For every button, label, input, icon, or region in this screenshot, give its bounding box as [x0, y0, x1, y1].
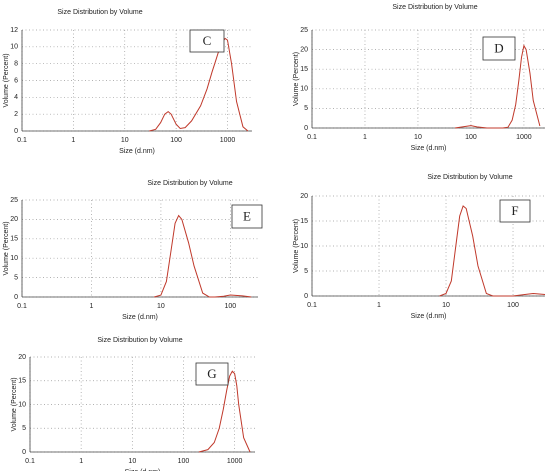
x-tick-label: 1 [363, 134, 367, 141]
y-tick-label: 15 [300, 218, 308, 225]
x-tick-label: 100 [507, 302, 519, 309]
distribution-line [439, 205, 546, 297]
x-tick-label: 10 [128, 458, 136, 465]
y-tick-label: 5 [22, 425, 26, 432]
y-tick-label: 0 [22, 449, 26, 456]
y-tick-label: 15 [10, 236, 18, 243]
y-tick-label: 20 [10, 216, 18, 223]
x-axis-label: Size (d.nm) [411, 145, 447, 152]
x-tick-label: 100 [178, 458, 190, 465]
panel-label: G [207, 366, 216, 381]
label-box [195, 362, 229, 386]
distribution-line [454, 44, 541, 129]
x-tick-label: 0.1 [307, 302, 317, 309]
panel-label: E [243, 208, 251, 223]
x-tick-label: 100 [465, 134, 477, 141]
panel-label: F [511, 203, 518, 218]
x-tick-label: 10 [157, 303, 165, 310]
x-tick-label: 1 [90, 303, 94, 310]
panel-label: C [203, 33, 212, 48]
y-tick-label: 5 [304, 105, 308, 112]
y-tick-label: 20 [300, 193, 308, 200]
x-tick-label: 1 [79, 458, 83, 465]
y-axis-label: Volume (Percent) [11, 377, 18, 431]
y-axis-label: Volume (Percent) [293, 219, 300, 273]
panel: Size Distribution by Volume 0 5 10 15 20 0.1 1 1… [293, 174, 546, 320]
panel-label: D [494, 40, 503, 55]
y-tick-label: 20 [18, 354, 26, 361]
chart-title: Size Distribution by Volume [427, 174, 512, 181]
y-tick-label: 4 [14, 94, 18, 101]
y-tick-label: 25 [10, 197, 18, 204]
y-tick-label: 15 [18, 378, 26, 385]
y-tick-label: 0 [304, 125, 308, 132]
x-tick-label: 0.1 [17, 137, 27, 144]
chart-title: Size Distribution by Volume [392, 4, 477, 11]
y-tick-label: 5 [304, 268, 308, 275]
panel: Size Distribution by Volume 0 5 10 15 20 25 0.1… [293, 4, 545, 152]
y-tick-label: 15 [300, 66, 308, 73]
x-tick-label: 1 [377, 302, 381, 309]
x-tick-label: 0.1 [17, 303, 27, 310]
x-axis-label: Size (d.nm) [125, 469, 161, 471]
chart-title: Size Distribution by Volume [147, 180, 232, 187]
panel: Size Distribution by Volume 0 5 10 15 20 25 0.1… [3, 180, 263, 321]
y-tick-label: 0 [14, 128, 18, 135]
panel: Size Distribution by Volume 0 2 4 6 8 10 12 0.1 1… [3, 9, 252, 155]
chart-title: Size Distribution by Volume [97, 337, 182, 344]
x-tick-label: 10 [414, 134, 422, 141]
x-tick-label: 100 [170, 137, 182, 144]
y-tick-label: 0 [304, 293, 308, 300]
y-tick-label: 0 [14, 294, 18, 301]
x-tick-label: 1 [71, 137, 75, 144]
distribution-line [149, 37, 249, 132]
x-tick-label: 100 [225, 303, 237, 310]
y-axis-label: Volume (Percent) [3, 53, 10, 107]
label-box [231, 204, 263, 229]
x-axis-label: Size (d.nm) [119, 148, 155, 155]
x-tick-label: 1000 [220, 137, 236, 144]
label-box [482, 36, 516, 61]
y-tick-label: 6 [14, 77, 18, 84]
panel: Size Distribution by Volume 0 5 10 15 20 0.1 1 1… [11, 337, 255, 471]
x-tick-label: 1000 [227, 458, 243, 465]
y-tick-label: 8 [14, 61, 18, 68]
distribution-line [154, 214, 252, 298]
y-tick-label: 10 [18, 401, 26, 408]
x-tick-label: 0.1 [25, 458, 35, 465]
distribution-line [198, 370, 251, 453]
x-tick-label: 0.1 [307, 134, 317, 141]
x-tick-label: 1000 [516, 134, 532, 141]
label-box [189, 29, 225, 53]
chart-title: Size Distribution by Volume [57, 9, 142, 16]
y-tick-label: 10 [10, 255, 18, 262]
x-tick-label: 10 [121, 137, 129, 144]
y-axis-label: Volume (Percent) [293, 52, 300, 106]
y-axis-label: Volume (Percent) [3, 221, 10, 275]
x-axis-label: Size (d.nm) [411, 313, 447, 320]
y-tick-label: 10 [300, 86, 308, 93]
x-tick-label: 10 [442, 302, 450, 309]
y-tick-label: 12 [10, 27, 18, 34]
y-tick-label: 2 [14, 111, 18, 118]
label-box [499, 199, 531, 223]
x-axis-label: Size (d.nm) [122, 314, 158, 321]
y-tick-label: 5 [14, 274, 18, 281]
y-tick-label: 10 [10, 44, 18, 51]
y-tick-label: 10 [300, 243, 308, 250]
y-tick-label: 25 [300, 27, 308, 34]
y-tick-label: 20 [300, 46, 308, 53]
